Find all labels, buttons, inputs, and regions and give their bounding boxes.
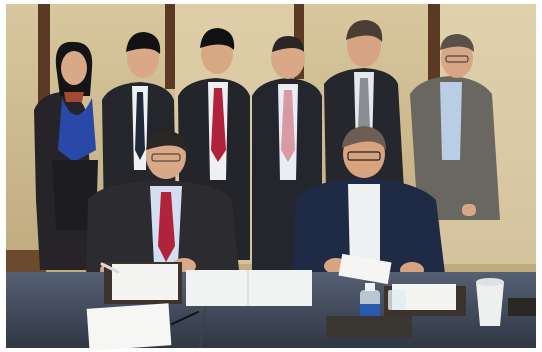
tie: [135, 92, 145, 160]
seated-signer-right: [292, 126, 446, 282]
leather-pad-right: [508, 298, 536, 316]
tie: [358, 78, 370, 140]
pen-front: [171, 311, 199, 325]
standing-person-6: [410, 34, 500, 220]
coffee-cup: [476, 278, 504, 326]
wood-pilaster-right: [428, 4, 440, 94]
document-signer-right: [338, 253, 392, 285]
open-document-center: [186, 270, 312, 306]
tie: [211, 88, 226, 162]
leather-pad: [326, 316, 412, 338]
document-front-left: [86, 303, 172, 351]
document-folder-left: [104, 262, 182, 304]
tie: [281, 90, 295, 162]
seated-signer-left: [86, 130, 240, 280]
scarf: [58, 98, 96, 162]
standing-person-1: [34, 41, 98, 270]
wood-pilaster-center-left: [165, 4, 175, 89]
wood-pilaster-left: [38, 4, 50, 104]
pen-left: [100, 262, 120, 274]
glass: [388, 290, 406, 310]
tie: [158, 192, 175, 262]
